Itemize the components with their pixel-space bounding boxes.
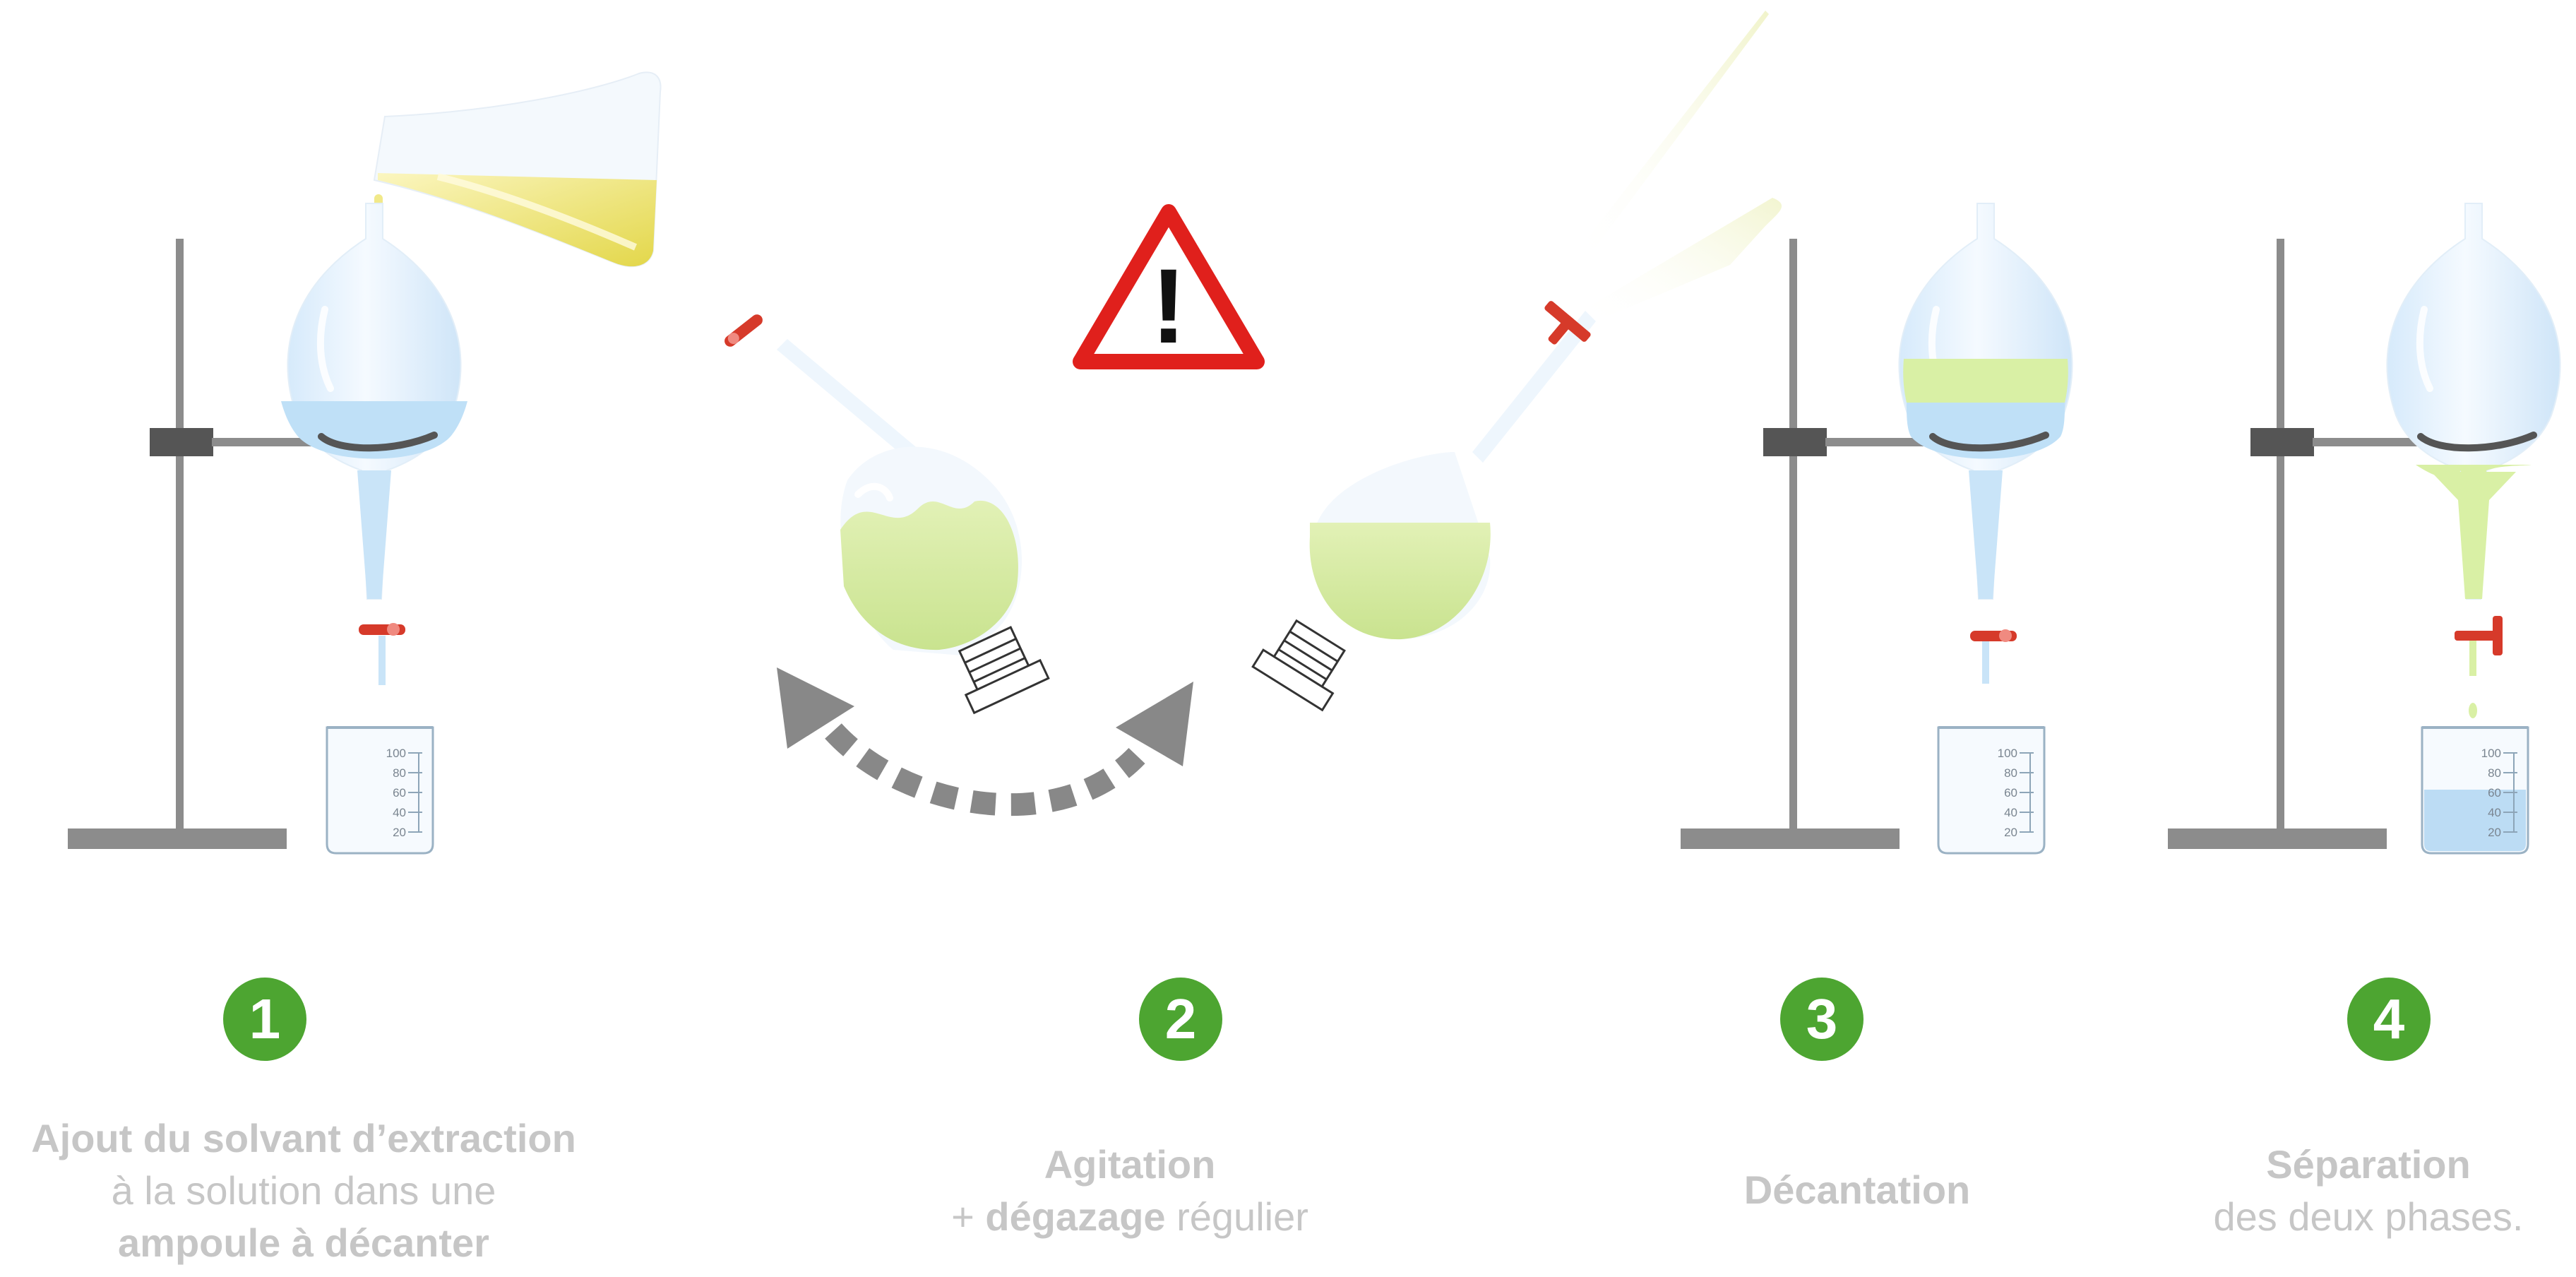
ring-stand bbox=[68, 239, 325, 849]
separatory-funnel-3 bbox=[1899, 203, 2072, 599]
step-1-caption-line3: ampoule à décanter bbox=[118, 1220, 489, 1265]
tick-label: 100 bbox=[386, 747, 406, 760]
stopcock bbox=[2455, 616, 2503, 655]
graduation-scale: 100 80 60 40 20 bbox=[2481, 747, 2517, 839]
support-ring bbox=[318, 432, 438, 452]
warning-triangle-icon: ! bbox=[1073, 204, 1265, 369]
tick-label: 100 bbox=[2481, 747, 2501, 760]
step-1-caption-line1: Ajout du solvant d’extraction bbox=[31, 1116, 576, 1160]
step-2-caption: Agitation + dégazage régulier bbox=[861, 1139, 1398, 1243]
support-ring bbox=[1929, 432, 2049, 452]
step-1-caption-line2: à la solution dans une bbox=[111, 1168, 496, 1213]
ring-stand bbox=[1681, 239, 1935, 849]
support-ring bbox=[2417, 432, 2537, 452]
tilted-funnel-left bbox=[724, 314, 1050, 715]
step-2-number-badge: 2 bbox=[1139, 978, 1222, 1061]
curved-dashed-arrow-icon bbox=[777, 667, 1193, 816]
step-3-caption: Décantation bbox=[1638, 1164, 2076, 1216]
drop bbox=[2469, 703, 2477, 718]
tick-label: 60 bbox=[2004, 786, 2017, 800]
tick-label: 20 bbox=[393, 826, 406, 839]
step-3-number-badge: 3 bbox=[1780, 978, 1864, 1061]
step-2-apparatus: ! bbox=[724, 11, 1782, 816]
step-1-caption: Ajout du solvant d’extraction à la solut… bbox=[0, 1112, 607, 1269]
step-2-caption-line1: Agitation bbox=[1044, 1142, 1216, 1187]
tick-label: 100 bbox=[1998, 747, 2017, 760]
step-4-caption-line1: Séparation bbox=[2266, 1142, 2471, 1187]
step-3-caption-line1: Décantation bbox=[1743, 1168, 1971, 1212]
stopcock bbox=[359, 623, 405, 636]
tick-label: 80 bbox=[393, 766, 406, 780]
tick-label: 60 bbox=[2488, 786, 2501, 800]
tilted-funnel-right bbox=[1251, 11, 1782, 712]
tick-label: 40 bbox=[2004, 806, 2017, 819]
graduated-beaker-3: 100 80 60 40 20 bbox=[1937, 726, 2046, 855]
tick-label: 40 bbox=[393, 806, 406, 819]
tick-label: 20 bbox=[2004, 826, 2017, 839]
step-4-apparatus: 100 80 60 40 20 bbox=[2168, 203, 2560, 855]
graduation-scale: 100 80 60 40 20 bbox=[386, 747, 422, 839]
step-2-caption-line2: + dégazage régulier bbox=[951, 1194, 1308, 1239]
svg-text:!: ! bbox=[1151, 247, 1186, 365]
graduated-beaker-4: 100 80 60 40 20 bbox=[2421, 726, 2529, 855]
step-1-number-badge: 1 bbox=[223, 978, 306, 1061]
tick-label: 40 bbox=[2488, 806, 2501, 819]
stopper bbox=[1251, 619, 1346, 712]
graduated-beaker-1: 100 80 60 40 20 bbox=[326, 726, 434, 855]
pouring-beaker bbox=[373, 71, 662, 268]
tick-label: 20 bbox=[2488, 826, 2501, 839]
step-4-caption-line2: des deux phases. bbox=[2213, 1194, 2524, 1239]
step-4-caption: Séparation des deux phases. bbox=[2161, 1139, 2576, 1243]
step-3-apparatus: 100 80 60 40 20 bbox=[1681, 203, 2073, 855]
separatory-funnel-4 bbox=[2387, 203, 2560, 599]
stopcock bbox=[1970, 629, 2017, 642]
step-4-number-badge: 4 bbox=[2347, 978, 2431, 1061]
graduation-scale: 100 80 60 40 20 bbox=[1998, 747, 2034, 839]
ring-stand bbox=[2168, 239, 2422, 849]
tick-label: 80 bbox=[2488, 766, 2501, 780]
tick-label: 60 bbox=[393, 786, 406, 800]
tick-label: 80 bbox=[2004, 766, 2017, 780]
stopper bbox=[958, 626, 1050, 715]
separatory-funnel-1 bbox=[281, 203, 467, 599]
step-1-apparatus: 100 80 60 40 20 bbox=[68, 71, 662, 855]
